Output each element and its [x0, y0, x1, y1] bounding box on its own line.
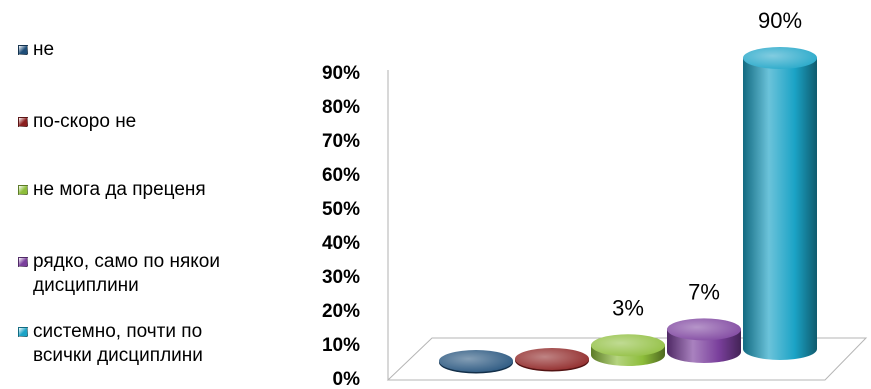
y-tick-label: 0%: [333, 369, 361, 389]
legend-item-ryadko: рядко, само по някои дисциплини: [18, 250, 220, 298]
y-tick-label: 80%: [322, 97, 360, 118]
floor-plane: [386, 337, 868, 381]
legend-item-ne: не: [18, 38, 54, 62]
bar-3: [667, 318, 741, 363]
chart-floor: [386, 337, 868, 381]
bar-4: [743, 47, 817, 360]
legend-swatch: [18, 45, 28, 55]
data-label: 3%: [612, 295, 644, 320]
legend-label: не: [33, 39, 55, 60]
y-tick-label: 10%: [322, 335, 360, 356]
legend: не по-скоро не не мога да преценя рядко,…: [0, 0, 300, 389]
legend-label: рядко, само по някои дисциплини: [33, 251, 220, 296]
legend-label: системно, почти по всички дисциплини: [33, 321, 203, 366]
bar-1: [515, 348, 589, 372]
y-tick-label: 60%: [322, 165, 360, 186]
bar-2: [591, 334, 665, 366]
legend-swatch: [18, 117, 28, 127]
bar-top: [515, 348, 589, 370]
legend-item-ne-moga: не мога да преценя: [18, 178, 206, 202]
bar-top: [667, 318, 741, 341]
legend-swatch: [18, 327, 28, 337]
legend-swatch: [18, 185, 28, 195]
bar-0: [439, 350, 513, 374]
legend-item-po-skoro-ne: по-скоро не: [18, 110, 136, 134]
y-tick-label: 90%: [322, 63, 360, 84]
legend-label: по-скоро не: [33, 111, 137, 132]
y-tick-label: 50%: [322, 199, 360, 220]
legend-label: не мога да преценя: [33, 179, 206, 200]
bars: [439, 47, 817, 374]
data-label: 7%: [688, 279, 720, 304]
y-axis: 0% 10% 20% 30% 40% 50% 60% 70% 80% 90%: [322, 63, 389, 389]
y-tick-label: 30%: [322, 267, 360, 288]
bar-body: [743, 58, 817, 360]
y-tick-label: 40%: [322, 233, 360, 254]
bar-top: [743, 47, 817, 69]
bar-top: [439, 350, 513, 372]
data-labels: 3% 7% 90%: [612, 8, 802, 320]
y-tick-label: 70%: [322, 131, 360, 152]
legend-swatch: [18, 257, 28, 267]
legend-item-sistemno: системно, почти по всички дисциплини: [18, 320, 203, 368]
bar-top: [591, 334, 665, 357]
data-label: 90%: [758, 8, 802, 33]
y-tick-label: 20%: [322, 301, 360, 322]
